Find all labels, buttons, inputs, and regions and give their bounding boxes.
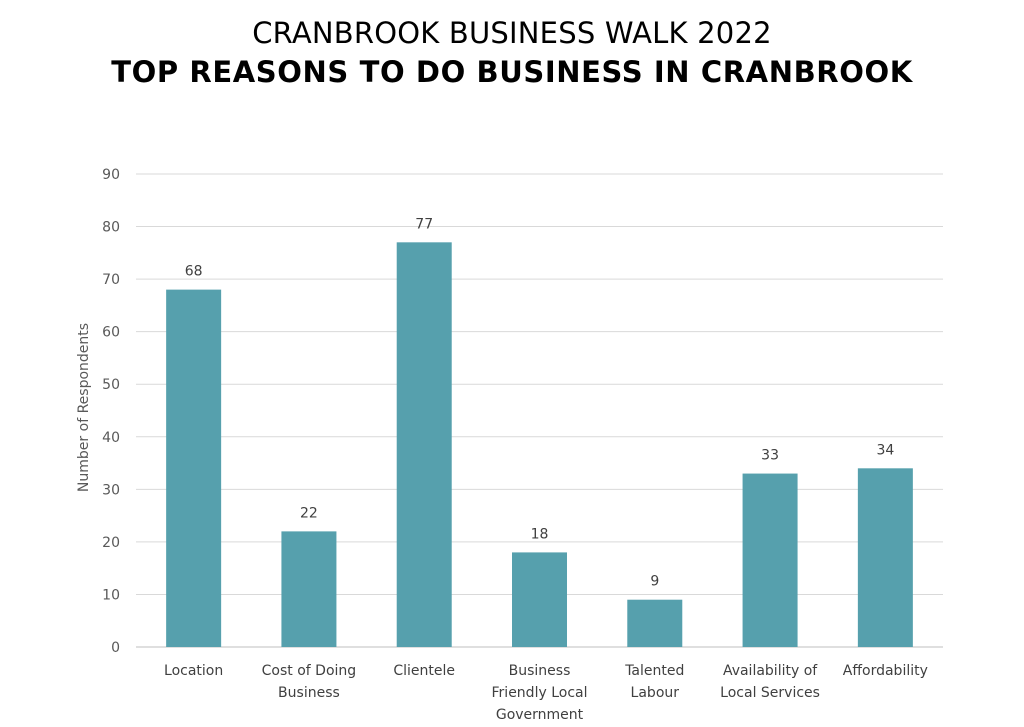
bars — [166, 242, 913, 648]
category-labels: Location Cost of Doing Business Clientele Bu… — [164, 663, 928, 723]
y-tick-label: 10 — [102, 587, 120, 603]
x-tick-label: Clientele — [393, 663, 455, 679]
y-tick-label: 0 — [111, 640, 120, 656]
bar — [627, 599, 683, 647]
x-tick-label: Location — [164, 663, 223, 679]
y-axis-title: Number of Respondents — [76, 323, 92, 492]
data-label: 18 — [531, 526, 549, 542]
data-label: 22 — [300, 505, 318, 521]
data-label: 68 — [185, 264, 203, 280]
chart-title: CRANBROOK BUSINESS WALK 2022 — [252, 16, 772, 50]
y-tick-label: 60 — [102, 325, 120, 341]
bar — [166, 289, 222, 647]
data-label: 9 — [650, 574, 659, 590]
x-tick-label: Talented Labour — [624, 663, 684, 701]
chart-title-block: CRANBROOK BUSINESS WALK 2022 TOP REASONS… — [0, 14, 1024, 92]
y-tick-label: 40 — [102, 430, 120, 446]
gridlines — [136, 173, 943, 648]
data-labels: 68 22 77 18 9 33 34 — [185, 216, 895, 589]
y-tick-label: 50 — [102, 377, 120, 393]
y-tick-label: 70 — [102, 272, 120, 288]
x-tick-label: Affordability — [843, 663, 928, 679]
data-label: 77 — [415, 216, 433, 232]
chart-subtitle: TOP REASONS TO DO BUSINESS IN CRANBROOK — [111, 55, 913, 89]
data-label: 33 — [761, 448, 779, 464]
bar — [281, 531, 337, 647]
y-axis-ticks: 0 10 20 30 40 50 60 70 80 90 — [102, 167, 120, 656]
x-tick-label: Business Friendly Local Government — [492, 663, 588, 723]
y-tick-label: 20 — [102, 535, 120, 551]
bar — [396, 242, 452, 648]
x-tick-label: Availability of Local Services — [720, 663, 820, 701]
y-tick-label: 80 — [102, 220, 120, 236]
bar — [512, 552, 567, 647]
bar — [857, 468, 913, 647]
y-tick-label: 90 — [102, 167, 120, 183]
y-tick-label: 30 — [102, 482, 120, 498]
data-label: 34 — [876, 442, 894, 458]
bar — [742, 473, 798, 647]
x-tick-label: Cost of Doing Business — [262, 663, 357, 701]
